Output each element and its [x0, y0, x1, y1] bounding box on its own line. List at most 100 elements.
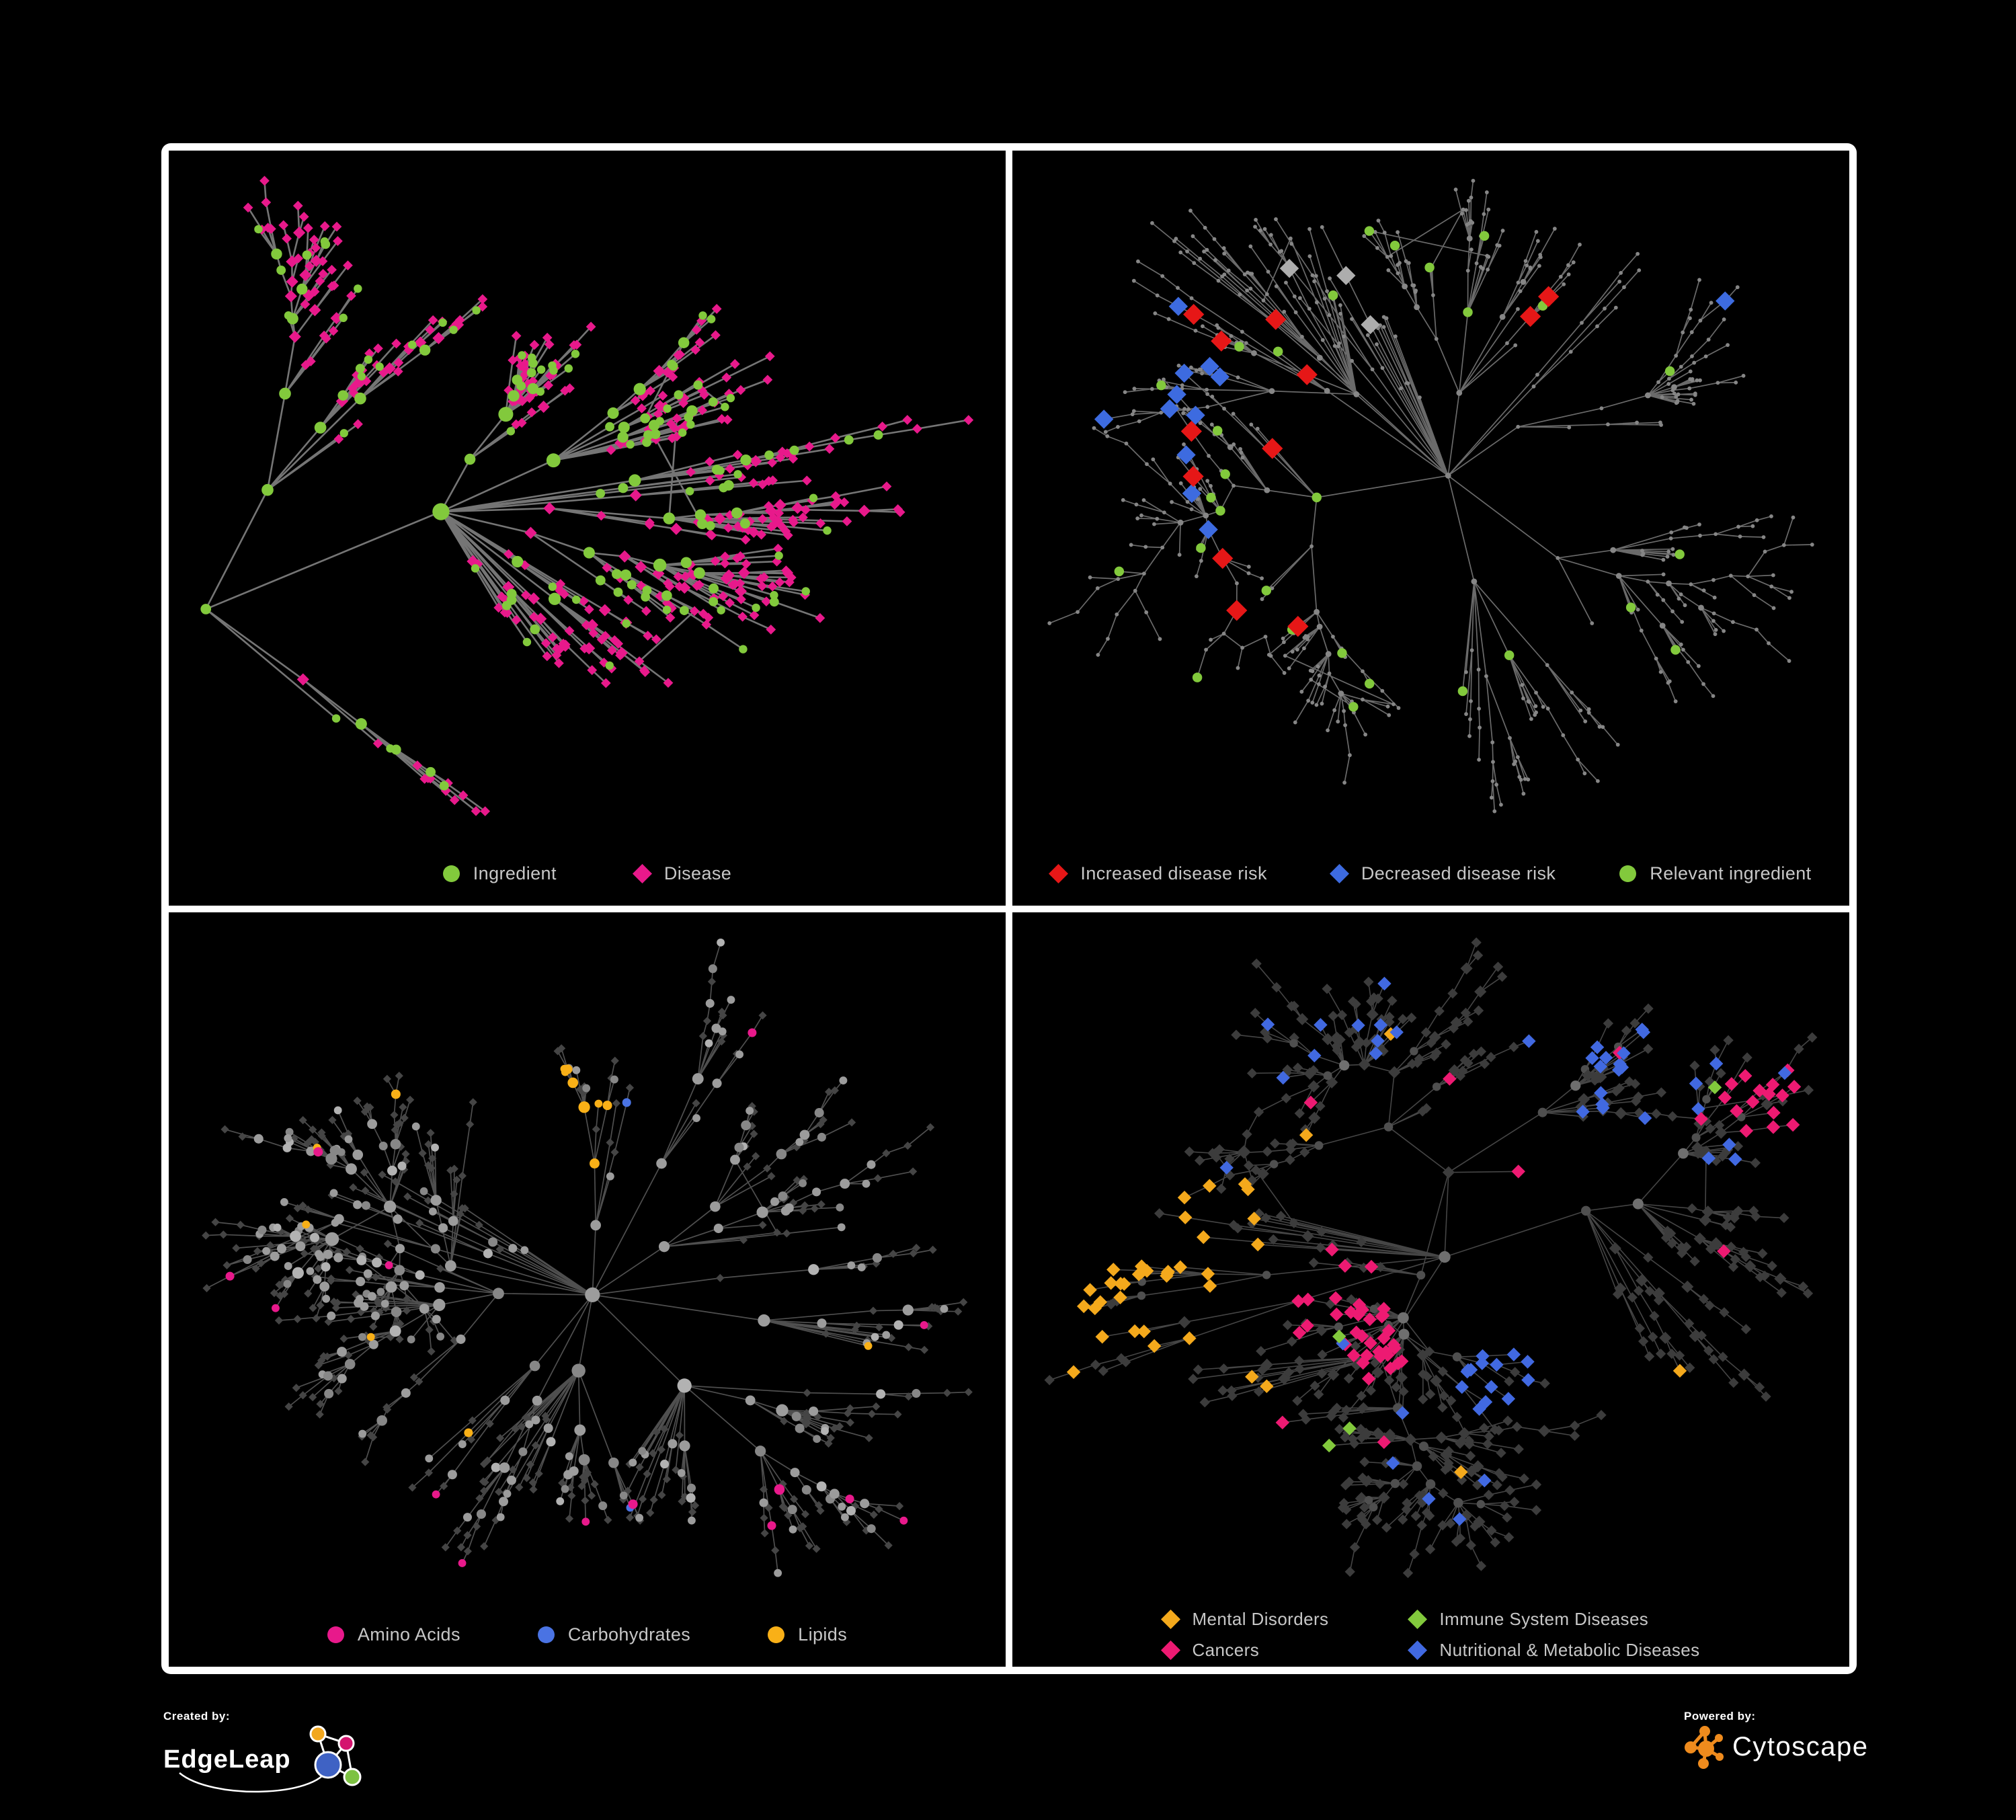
network-node [1090, 1359, 1101, 1370]
network-node [251, 1264, 260, 1273]
network-node [1726, 343, 1730, 348]
network-node [909, 1249, 918, 1257]
network-node [1516, 424, 1521, 429]
network-node [1250, 1237, 1265, 1251]
network-node [1376, 219, 1381, 223]
network-node [548, 582, 557, 591]
network-node [1212, 426, 1223, 436]
network-node [1678, 1148, 1689, 1158]
network-node [1713, 632, 1718, 637]
network-node [1216, 1183, 1227, 1194]
network-node [1410, 1046, 1418, 1056]
network-node [1491, 760, 1495, 764]
network-node [1227, 444, 1234, 450]
network-node [463, 1530, 472, 1540]
network-node [711, 465, 722, 475]
network-node [775, 452, 786, 463]
network-node [518, 1447, 528, 1456]
network-node [1357, 1472, 1368, 1483]
network-node [571, 1363, 586, 1378]
network-node [1364, 1259, 1379, 1273]
network-node [1180, 383, 1184, 388]
network-node [1192, 261, 1197, 266]
network-node [1451, 1411, 1463, 1422]
network-node [284, 1402, 293, 1411]
network-node [1435, 1431, 1448, 1443]
network-node [257, 1225, 267, 1234]
network-node [556, 1497, 565, 1505]
network-node [663, 404, 672, 413]
network-node [1337, 341, 1342, 346]
network-node [1644, 1351, 1655, 1361]
network-node [286, 313, 298, 325]
network-node [1425, 1388, 1436, 1399]
network-node [1339, 1060, 1350, 1070]
network-node [1518, 289, 1523, 294]
network-node [1724, 1076, 1739, 1091]
cancers-marker-icon [1160, 1640, 1180, 1660]
network-node [327, 1311, 336, 1320]
legend-label-mental-disorders: Mental Disorders [1192, 1609, 1329, 1629]
network-node [1667, 377, 1671, 381]
network-node [1212, 547, 1234, 569]
network-node [503, 1489, 512, 1498]
network-node [760, 1513, 768, 1522]
amino-acids-marker-icon [327, 1626, 344, 1643]
network-node [559, 589, 569, 600]
network-node [814, 1107, 824, 1117]
network-node [1746, 1095, 1760, 1109]
network-node [1670, 547, 1675, 551]
network-node [801, 1485, 811, 1495]
network-node [1711, 611, 1716, 616]
network-node [1137, 1291, 1146, 1300]
network-node [1664, 366, 1675, 377]
network-node [1159, 410, 1164, 415]
network-node [1406, 261, 1411, 266]
network-node [1324, 387, 1330, 394]
network-node [1342, 781, 1346, 785]
network-node [638, 1495, 647, 1503]
network-node [1673, 699, 1678, 704]
network-node [1322, 1032, 1334, 1045]
network-node [582, 1084, 591, 1092]
network-node [1666, 549, 1671, 554]
network-node [1769, 514, 1773, 518]
network-node [1486, 267, 1490, 272]
network-node [748, 1027, 757, 1037]
network-node [425, 1454, 434, 1462]
network-node [1533, 713, 1537, 717]
network-node [1661, 557, 1666, 562]
network-node [877, 421, 887, 432]
network-node [329, 1189, 338, 1197]
network-node [243, 1255, 252, 1264]
network-node [1640, 549, 1644, 553]
network-node [1711, 694, 1716, 699]
network-node [472, 306, 481, 315]
network-node [665, 612, 676, 623]
network-node [732, 553, 742, 563]
network-node [1789, 590, 1793, 594]
network-node [372, 1257, 382, 1267]
network-node [380, 1299, 389, 1308]
network-node [1463, 1435, 1474, 1446]
network-node [1769, 584, 1774, 589]
lipids-marker-icon [768, 1626, 785, 1643]
network-node [1482, 1438, 1493, 1449]
network-node [1207, 454, 1211, 458]
legend-label-disease: Disease [663, 863, 732, 883]
network-node [1121, 498, 1125, 502]
network-node [598, 1501, 608, 1510]
network-node [1246, 1068, 1258, 1078]
network-node [312, 1314, 321, 1322]
network-node [578, 1101, 590, 1113]
network-node [1307, 307, 1312, 311]
network-node [629, 489, 642, 502]
network-node [1216, 278, 1221, 283]
network-node [546, 1436, 556, 1446]
network-node [645, 385, 655, 396]
network-node [276, 265, 286, 275]
network-node [1505, 341, 1509, 346]
network-node [364, 355, 373, 364]
network-node [1787, 596, 1791, 600]
network-node [605, 661, 614, 670]
